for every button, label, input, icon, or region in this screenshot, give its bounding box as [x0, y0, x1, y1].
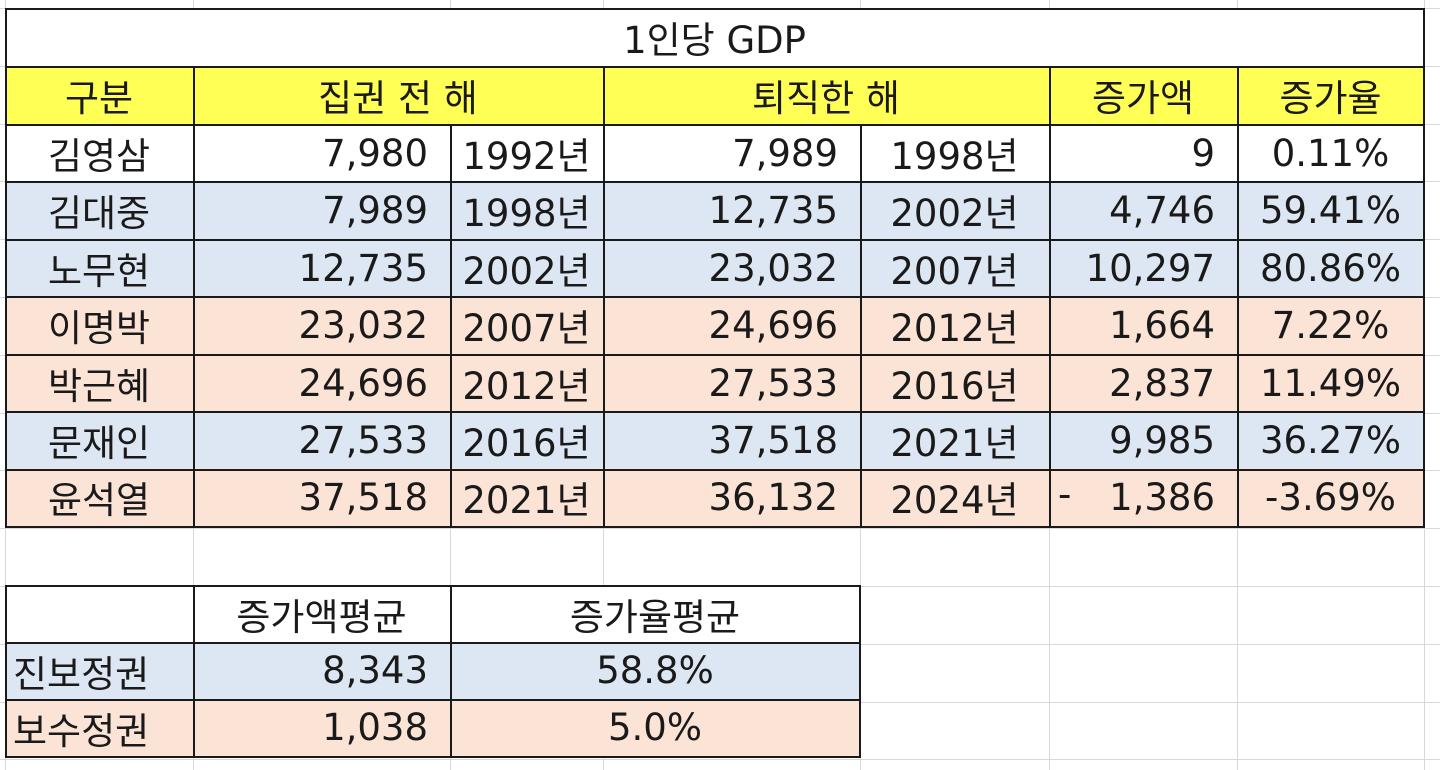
increase-cell[interactable]: 10,297	[1049, 239, 1237, 297]
after-gdp-cell[interactable]: 24,696	[603, 296, 860, 354]
after-year-cell[interactable]: 2002년	[860, 181, 1049, 239]
rate-cell[interactable]: 59.41%	[1237, 181, 1424, 239]
summary-name-cell[interactable]: 진보정권	[5, 642, 193, 699]
row-name-cell[interactable]: 김대중	[5, 181, 193, 239]
before-year-cell[interactable]: 1998년	[450, 181, 603, 239]
after-gdp-cell[interactable]: 7,989	[603, 124, 860, 182]
after-year-cell[interactable]: 2016년	[860, 354, 1049, 412]
after-year-cell[interactable]: 2007년	[860, 239, 1049, 297]
before-gdp-cell[interactable]: 37,518	[193, 468, 450, 526]
table-title[interactable]: 1인당 GDP	[5, 8, 1424, 66]
before-year-cell[interactable]: 2021년	[450, 468, 603, 526]
negative-sign: -	[1058, 473, 1072, 516]
before-gdp-cell[interactable]: 24,696	[193, 354, 450, 412]
rate-cell[interactable]: 36.27%	[1237, 411, 1424, 469]
row-name-cell[interactable]: 윤석열	[5, 468, 193, 526]
header-before-year[interactable]: 집권 전 해	[193, 66, 603, 124]
row-name-cell[interactable]: 노무현	[5, 239, 193, 297]
rate-cell[interactable]: 0.11%	[1237, 124, 1424, 182]
after-gdp-cell[interactable]: 36,132	[603, 468, 860, 526]
header-after-year[interactable]: 퇴직한 해	[603, 66, 1049, 124]
after-gdp-cell[interactable]: 12,735	[603, 181, 860, 239]
before-year-cell[interactable]: 2007년	[450, 296, 603, 354]
row-name-cell[interactable]: 김영삼	[5, 124, 193, 182]
before-year-cell[interactable]: 2016년	[450, 411, 603, 469]
summary-name-cell[interactable]: 보수정권	[5, 699, 193, 756]
rate-cell[interactable]: -3.69%	[1237, 468, 1424, 526]
before-gdp-cell[interactable]: 12,735	[193, 239, 450, 297]
before-gdp-cell[interactable]: 7,980	[193, 124, 450, 182]
after-gdp-cell[interactable]: 23,032	[603, 239, 860, 297]
summary-header-avg-rate[interactable]: 증가율평균	[450, 585, 860, 642]
header-category[interactable]: 구분	[5, 66, 193, 124]
after-year-cell[interactable]: 2021년	[860, 411, 1049, 469]
summary-corner-cell[interactable]	[5, 585, 193, 642]
increase-cell[interactable]: 9	[1049, 124, 1237, 182]
summary-avg-rate-cell[interactable]: 58.8%	[450, 642, 860, 699]
increase-cell[interactable]: 4,746	[1049, 181, 1237, 239]
row-name-cell[interactable]: 이명박	[5, 296, 193, 354]
before-year-cell[interactable]: 1992년	[450, 124, 603, 182]
increase-cell[interactable]: 1,664	[1049, 296, 1237, 354]
after-year-cell[interactable]: 2012년	[860, 296, 1049, 354]
summary-avg-rate-cell[interactable]: 5.0%	[450, 699, 860, 756]
row-name-cell[interactable]: 박근혜	[5, 354, 193, 412]
rate-cell[interactable]: 80.86%	[1237, 239, 1424, 297]
after-gdp-cell[interactable]: 37,518	[603, 411, 860, 469]
summary-avg-increase-cell[interactable]: 1,038	[193, 699, 450, 756]
rate-cell[interactable]: 11.49%	[1237, 354, 1424, 412]
after-year-cell[interactable]: 1998년	[860, 124, 1049, 182]
increase-cell[interactable]: 9,985	[1049, 411, 1237, 469]
increase-cell[interactable]: 1,386	[1049, 468, 1237, 526]
before-gdp-cell[interactable]: 23,032	[193, 296, 450, 354]
before-year-cell[interactable]: 2012년	[450, 354, 603, 412]
increase-cell[interactable]: 2,837	[1049, 354, 1237, 412]
header-rate[interactable]: 증가율	[1237, 66, 1424, 124]
after-year-cell[interactable]: 2024년	[860, 468, 1049, 526]
rate-cell[interactable]: 7.22%	[1237, 296, 1424, 354]
before-gdp-cell[interactable]: 7,989	[193, 181, 450, 239]
before-gdp-cell[interactable]: 27,533	[193, 411, 450, 469]
header-increase[interactable]: 증가액	[1049, 66, 1237, 124]
summary-header-avg-increase[interactable]: 증가액평균	[193, 585, 450, 642]
before-year-cell[interactable]: 2002년	[450, 239, 603, 297]
summary-avg-increase-cell[interactable]: 8,343	[193, 642, 450, 699]
row-name-cell[interactable]: 문재인	[5, 411, 193, 469]
after-gdp-cell[interactable]: 27,533	[603, 354, 860, 412]
